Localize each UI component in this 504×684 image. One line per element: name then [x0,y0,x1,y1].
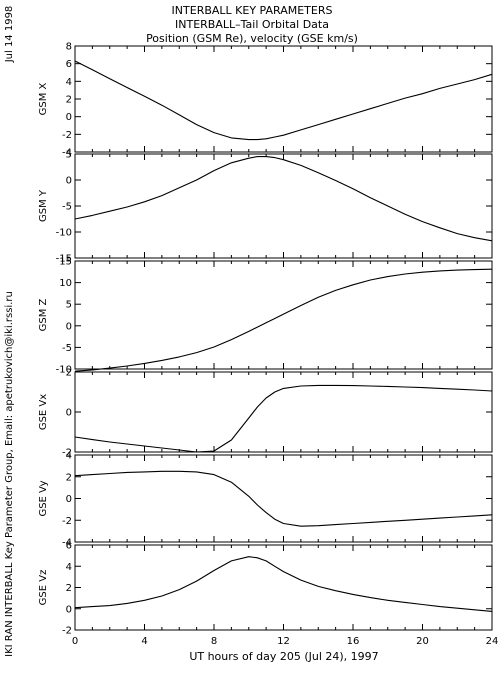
y-tick-label: 5 [66,150,72,161]
y-tick-label: 2 [66,368,72,379]
title-line-1: INTERBALL KEY PARAMETERS [172,4,333,17]
x-tick-label: 16 [347,636,360,647]
y-tick-label: 0 [66,494,72,505]
y-tick-label: -5 [62,343,72,354]
y-tick-label: 2 [66,472,72,483]
x-tick-label: 20 [416,636,429,647]
y-tick-label: -2 [62,626,72,637]
y-tick-label: 0 [66,112,72,123]
y-tick-label: 4 [66,451,72,462]
series-line-gse-vx [74,384,493,453]
y-tick-label: -2 [62,516,72,527]
y-tick-label: 15 [59,257,72,268]
panel-gsm-z: -10 -5 0 5 10 15 GSM Z [38,257,493,376]
y-tick-label: -10 [56,228,72,239]
series-line-gsm-z [74,268,493,372]
y-tick-label: 2 [66,583,72,594]
y-tick-label: 0 [66,604,72,615]
y-tick-label: 4 [66,562,72,573]
y-tick-label: 2 [66,95,72,106]
panel-frame [74,260,493,370]
panel-frame [74,544,493,631]
y-tick-label: -2 [62,130,72,141]
series-line-gse-vz [74,556,493,612]
y-tick-label: 0 [66,176,72,187]
series-line-gsm-y [74,156,493,242]
y-tick-label: -2 [62,448,72,459]
panel-frame [74,371,493,453]
y-axis-label: GSM Z [38,298,49,331]
y-axis-label: GSM X [38,82,49,115]
y-tick-label: -4 [62,148,72,159]
panel-gse-vy: -4 -2 0 2 4 GSE Vy [38,451,493,549]
panel-frame [74,153,493,259]
title-line-3: Position (GSM Re), velocity (GSE km/s) [146,32,358,45]
y-tick-label: 6 [66,541,72,552]
y-tick-label: -5 [62,202,72,213]
x-tick-label: 8 [211,636,217,647]
x-tick-label: 4 [141,636,147,647]
y-tick-label: -4 [62,538,72,549]
panel-gse-vx: -2 0 2 GSE Vx [38,368,493,459]
y-tick-label: -10 [56,365,72,376]
y-tick-label: -15 [56,254,72,265]
y-tick-label: 4 [66,77,72,88]
y-axis-label: GSE Vz [38,570,49,606]
y-axis-label: GSE Vy [38,480,49,516]
figure-title: INTERBALL KEY PARAMETERS INTERBALL–Tail … [146,4,358,45]
panel-gsm-y: -15 -10 -5 0 5 GSM Y [38,150,493,265]
series-line-gsm-x [74,60,493,141]
x-axis-label: UT hours of day 205 (Jul 24), 1997 [189,650,378,663]
y-tick-label: 5 [66,300,72,311]
x-tick-label: 0 [72,636,78,647]
x-tick-label: 24 [486,636,499,647]
y-tick-label: 10 [59,278,72,289]
title-line-2: INTERBALL–Tail Orbital Data [175,18,329,31]
y-tick-label: 0 [66,321,72,332]
y-tick-label: 0 [66,408,72,419]
panel-gsm-x: -4 -2 0 2 4 6 8 GSM X [38,42,493,159]
date-stamp: Jul 14 1998 [4,6,15,64]
x-tick-label: 12 [277,636,290,647]
panel-gse-vz: -2 0 2 4 6 GSE Vz [38,541,493,637]
panel-frame [74,45,493,153]
y-axis-label: GSM Y [38,189,49,222]
y-axis-label: GSE Vx [38,394,49,430]
series-line-gse-vy [74,470,493,527]
panel-frame [74,454,493,543]
y-tick-label: 6 [66,59,72,70]
credit-line: IKI RAN INTERBALL Key Parameter Group, E… [4,291,15,657]
y-tick-label: 8 [66,42,72,53]
